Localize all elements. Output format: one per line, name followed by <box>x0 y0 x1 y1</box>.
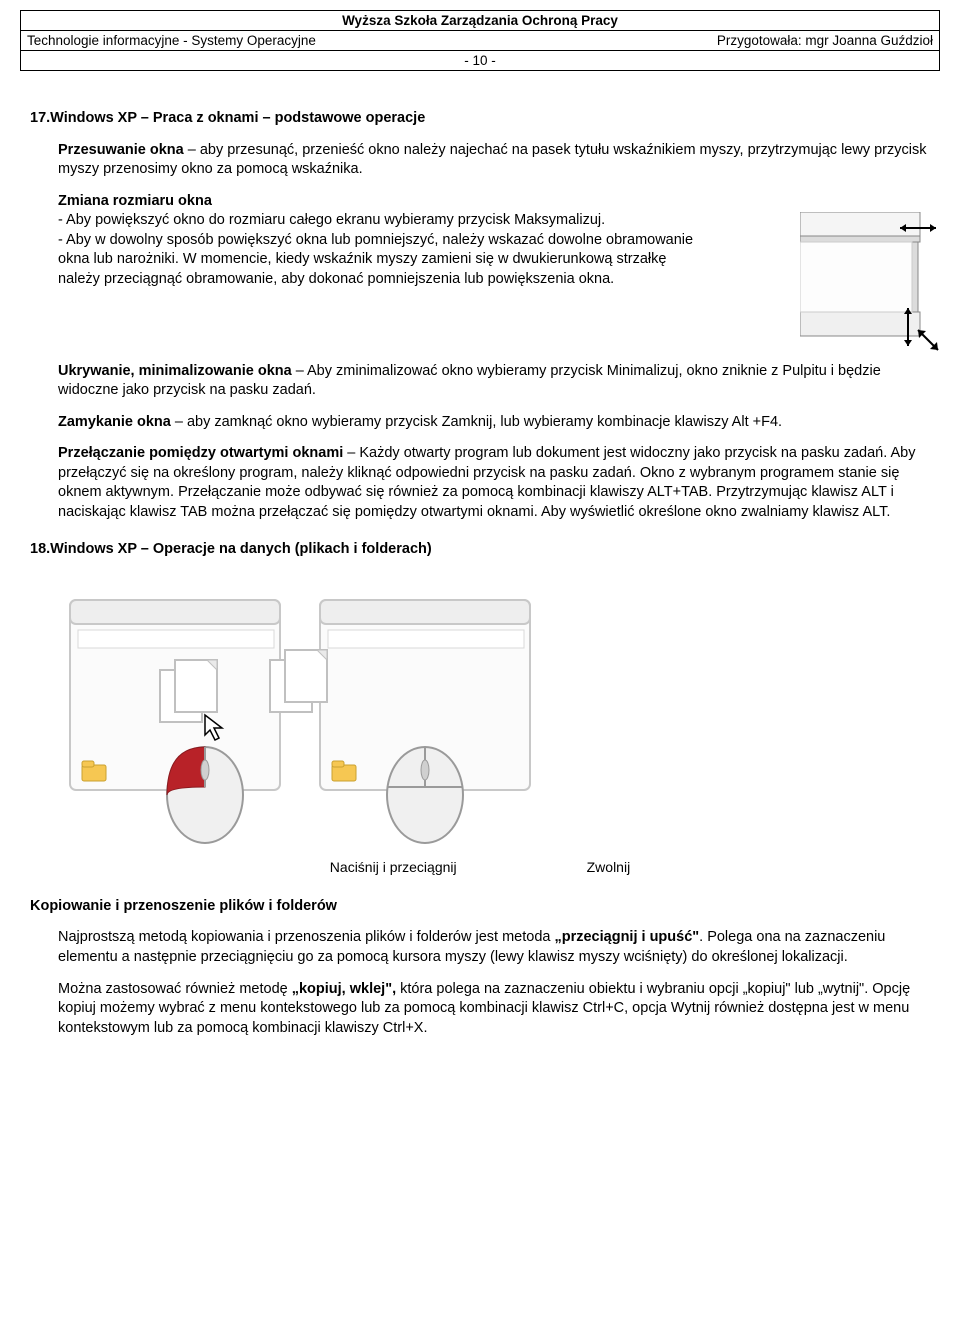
body-close: – aby zamknąć okno wybieramy przycisk Za… <box>171 414 782 430</box>
document-page: Wyższa Szkoła Zarządzania Ochroną Pracy … <box>0 10 960 1090</box>
body-move: – aby przesunąć, przenieść okno należy n… <box>58 142 926 178</box>
header-table: Wyższa Szkoła Zarządzania Ochroną Pracy … <box>20 10 940 71</box>
caption-right: Zwolnij <box>587 858 631 877</box>
para-copy-1: Najprostszą metodą kopiowania i przenosz… <box>58 928 930 967</box>
para-move-window: Przesuwanie okna – aby przesunąć, przeni… <box>58 141 930 180</box>
header-author: Przygotowała: mgr Joanna Guździoł <box>543 31 939 51</box>
para-close: Zamykanie okna – aby zamknąć okno wybier… <box>58 413 930 433</box>
header-course: Technologie informacyjne - Systemy Opera… <box>21 31 544 51</box>
resize-line2: - Aby w dowolny sposób powiększyć okna l… <box>58 231 695 290</box>
section-18-title: 18.Windows XP – Operacje na danych (plik… <box>30 540 930 560</box>
section-17-title: 17.Windows XP – Praca z oknami – podstaw… <box>30 109 930 129</box>
copy-p1-bold: „przeciągnij i upuść" <box>554 929 699 945</box>
header-page-number: - 10 - <box>21 51 940 71</box>
drag-drop-figure: Naciśnij i przeciągnij Zwolnij <box>30 590 930 877</box>
header-school: Wyższa Szkoła Zarządzania Ochroną Pracy <box>21 11 940 31</box>
heading-move: Przesuwanie okna <box>58 142 184 158</box>
content-body: 17.Windows XP – Praca z oknami – podstaw… <box>20 71 940 1038</box>
para-switch: Przełączanie pomiędzy otwartymi oknami –… <box>58 444 930 522</box>
resize-block: Zmiana rozmiaru okna - Aby powiększyć ok… <box>58 192 930 290</box>
heading-switch: Przełączanie pomiędzy otwartymi oknami <box>58 445 343 461</box>
copy-p2-bold: „kopiuj, wklej", <box>292 981 396 997</box>
heading-close: Zamykanie okna <box>58 414 171 430</box>
heading-minimize: Ukrywanie, minimalizowanie okna <box>58 363 292 379</box>
drag-drop-svg <box>30 590 570 850</box>
heading-copy-move: Kopiowanie i przenoszenie plików i folde… <box>30 897 930 917</box>
window-corner-diagram <box>800 212 940 352</box>
copy-p1-a: Najprostszą metodą kopiowania i przenosz… <box>58 929 554 945</box>
heading-resize: Zmiana rozmiaru okna <box>58 192 930 212</box>
para-copy-2: Można zastosować również metodę „kopiuj,… <box>58 980 930 1039</box>
copy-p2-a: Można zastosować również metodę <box>58 981 292 997</box>
caption-row: Naciśnij i przeciągnij Zwolnij <box>30 858 930 877</box>
caption-left: Naciśnij i przeciągnij <box>330 858 457 877</box>
para-minimize: Ukrywanie, minimalizowanie okna – Aby zm… <box>58 362 930 401</box>
